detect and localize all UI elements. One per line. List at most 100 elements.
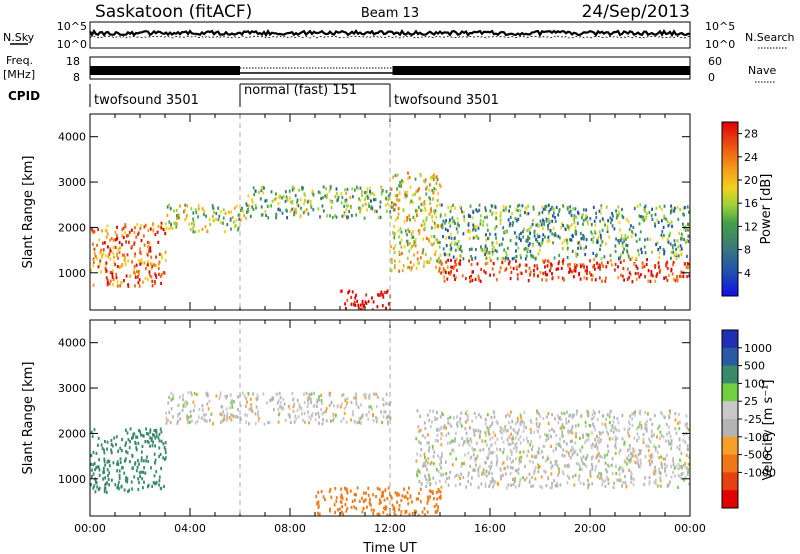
power-cell (350, 302, 353, 306)
power-cell (508, 209, 510, 213)
velocity-cell (471, 446, 474, 450)
velocity-cell (506, 455, 509, 459)
power-cell (119, 246, 121, 250)
velocity-cell (517, 467, 520, 471)
velocity-cell (574, 432, 577, 436)
power-cell (303, 202, 305, 206)
velocity-cell (638, 464, 640, 468)
power-cell (514, 231, 516, 235)
power-cell (375, 209, 378, 214)
velocity-cell (151, 444, 154, 448)
power-cell (552, 214, 554, 218)
power-cell (334, 195, 337, 199)
power-cell (164, 250, 167, 254)
velocity-cell (606, 430, 608, 434)
power-cell (242, 209, 244, 213)
velocity-cell (434, 416, 436, 420)
velocity-cell (547, 412, 550, 416)
velocity-cell (587, 479, 589, 483)
power-cell (255, 206, 257, 210)
velocity-cell (445, 426, 448, 430)
velocity-cell (439, 472, 442, 476)
power-cell (359, 210, 361, 214)
velocity-cell (454, 484, 457, 488)
velocity-cell (592, 409, 595, 413)
power-cell (238, 217, 241, 221)
velocity-cell (463, 441, 465, 445)
power-cell (579, 231, 582, 236)
power-cell (343, 188, 346, 192)
velocity-cell (466, 418, 469, 422)
power-cell (406, 239, 409, 244)
velocity-cell (648, 482, 651, 486)
velocity-cell (538, 447, 540, 451)
power-cell (402, 209, 405, 213)
velocity-cell (589, 469, 592, 473)
power-cell (615, 237, 617, 241)
velocity-cell (679, 474, 681, 479)
power-cell (147, 245, 149, 249)
power-cell (586, 220, 589, 224)
power-cell (667, 224, 670, 228)
velocity-cell (303, 400, 306, 405)
power-cell (569, 238, 571, 242)
power-cell (552, 226, 555, 231)
power-cell (601, 240, 604, 244)
power-cell (504, 229, 506, 234)
power-cell (450, 270, 452, 274)
velocity-cell (123, 459, 126, 463)
velocity-colorbar-block (722, 365, 738, 384)
velocity-cell (361, 510, 364, 514)
power-cell (659, 268, 661, 272)
velocity-cell (638, 436, 640, 440)
power-cell (655, 274, 658, 278)
velocity-cell (162, 456, 165, 460)
power-cell (593, 229, 596, 233)
velocity-cell (625, 485, 628, 489)
velocity-cell (177, 419, 179, 423)
velocity-cell (519, 441, 522, 445)
power-cell (638, 237, 641, 241)
power-cell (460, 254, 462, 258)
velocity-cell (328, 489, 331, 493)
velocity-cell (617, 421, 620, 425)
power-cell (435, 265, 437, 269)
velocity-cell (445, 460, 447, 464)
velocity-cell (132, 432, 135, 436)
velocity-cell (234, 414, 237, 419)
velocity-cell (586, 413, 589, 417)
velocity-cell (650, 429, 653, 433)
velocity-cell (510, 461, 513, 465)
power-cell (596, 253, 598, 257)
velocity-cell (226, 414, 229, 418)
velocity-cell (536, 429, 539, 433)
power-cell (222, 208, 225, 212)
power-cell (635, 256, 638, 260)
velocity-cell (207, 407, 210, 411)
power-cell (569, 269, 572, 273)
power-cell (548, 209, 551, 213)
power-cell (451, 265, 454, 269)
velocity-cell (639, 449, 642, 453)
power-cell (453, 264, 456, 268)
velocity-cell (353, 493, 356, 497)
power-cell (322, 196, 324, 200)
power-cell (478, 276, 480, 280)
velocity-cell (480, 415, 482, 419)
power-cell (416, 257, 419, 261)
power-cell (291, 201, 294, 205)
power-cell (662, 248, 665, 252)
power-cell (329, 185, 332, 189)
xtick-label: 12:00 (374, 522, 406, 535)
power-cell (590, 273, 593, 277)
velocity-cell (669, 480, 671, 484)
velocity-cell (287, 412, 290, 417)
velocity-cell (322, 418, 324, 422)
power-cell (654, 264, 656, 268)
power-cell (92, 242, 94, 246)
velocity-cell (293, 420, 296, 424)
velocity-cell (505, 429, 508, 433)
nsky-panel: N.Sky 10^5 10^0 10^5 10^0 N.Search (3, 20, 795, 51)
power-cell (351, 187, 354, 191)
velocity-cell (225, 418, 228, 422)
